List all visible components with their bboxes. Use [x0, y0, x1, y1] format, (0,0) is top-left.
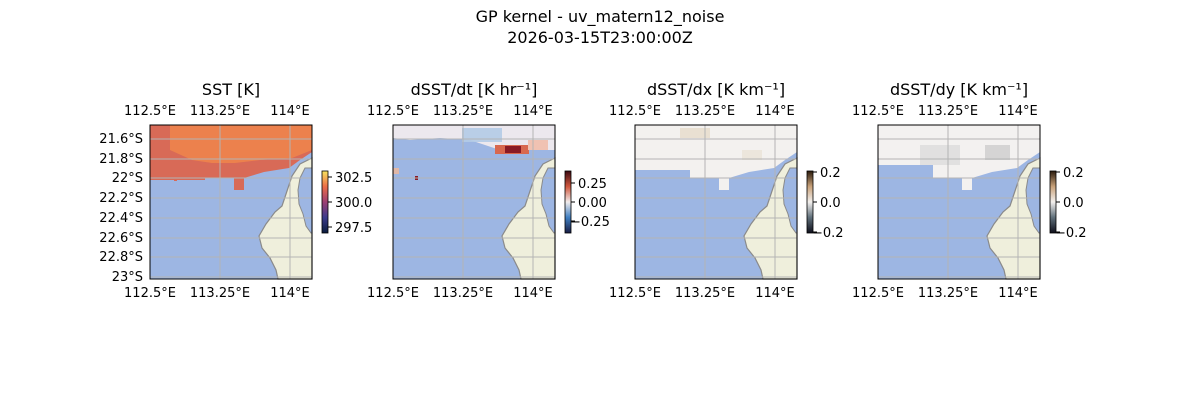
colorbar: 0.25 0.00 −0.25 [564, 170, 610, 234]
panel-title: dSST/dt [K hr⁻¹] [411, 80, 538, 99]
map-frame [149, 124, 313, 280]
colorbar-tick-label: 0.25 [578, 177, 607, 192]
gradient-cell [680, 128, 710, 138]
panel-dsst-dt: dSST/dt [K hr⁻¹] 112.5°E 113.25°E 114°E [367, 80, 610, 301]
x-ticks-top: 112.5°E 113.25°E 114°E [609, 104, 795, 119]
x-tick-label: 114°E [513, 286, 553, 301]
x-tick-label: 113.25°E [190, 286, 250, 301]
x-ticks-bottom: 112.5°E 113.25°E 114°E [124, 286, 310, 301]
y-tick-label: 21.6°S [99, 132, 143, 147]
colorbar-tick-label: 297.5 [335, 221, 372, 236]
x-tick-label: 112.5°E [852, 104, 904, 119]
x-tick-label: 114°E [998, 286, 1038, 301]
figure-subtitle: 2026-03-15T23:00:00Z [507, 28, 693, 47]
panel-dsst-dx: dSST/dx [K km⁻¹] 112.5°E 113.25°E 114°E … [609, 80, 844, 301]
tendency-cell [462, 128, 502, 142]
map-frame [392, 124, 556, 280]
x-tick-label: 112.5°E [367, 104, 419, 119]
x-ticks-top: 112.5°E 113.25°E 114°E [124, 104, 310, 119]
x-tick-label: 112.5°E [367, 286, 419, 301]
x-tick-label: 112.5°E [609, 104, 661, 119]
x-ticks-top: 112.5°E 113.25°E 114°E [852, 104, 1038, 119]
map-area [149, 124, 313, 280]
map-frame [634, 124, 798, 280]
gradient-field [635, 125, 797, 190]
x-tick-label: 113.25°E [433, 286, 493, 301]
colorbar-tick-label: −0.25 [570, 215, 610, 230]
x-tick-label: 112.5°E [609, 286, 661, 301]
x-tick-label: 114°E [755, 286, 795, 301]
colorbar: 0.2 0.0 −0.2 [806, 166, 844, 241]
map-area [634, 124, 798, 280]
x-tick-label: 114°E [270, 104, 310, 119]
colorbar: 302.5 300.0 297.5 [321, 170, 372, 236]
y-tick-label: 22.8°S [99, 250, 143, 265]
colorbar-tick-label: 302.5 [335, 171, 372, 186]
tendency-cell [505, 146, 521, 153]
figure-title: GP kernel - uv_matern12_noise [476, 7, 725, 27]
gradient-cell [742, 150, 762, 160]
panel-sst: SST [K] 112.5°E 113.25°E 114°E 21.6°S 21… [99, 80, 372, 301]
y-tick-label: 22.4°S [99, 211, 143, 226]
gradient-cell [985, 145, 1010, 160]
x-ticks-bottom: 112.5°E 113.25°E 114°E [852, 286, 1038, 301]
colorbar-bar [1049, 170, 1057, 234]
x-tick-label: 113.25°E [918, 286, 978, 301]
panel-title: dSST/dy [K km⁻¹] [890, 80, 1028, 99]
x-tick-label: 113.25°E [675, 286, 735, 301]
colorbar-tick-label: 300.0 [335, 196, 372, 211]
colorbar-tick-label: −0.2 [812, 226, 844, 241]
map-area [877, 124, 1041, 280]
x-tick-label: 114°E [513, 104, 553, 119]
x-tick-label: 112.5°E [124, 104, 176, 119]
y-tick-label: 22.2°S [99, 191, 143, 206]
tendency-cell [528, 140, 548, 150]
x-tick-label: 113.25°E [675, 104, 735, 119]
x-ticks-top: 112.5°E 113.25°E 114°E [367, 104, 553, 119]
x-tick-label: 114°E [270, 286, 310, 301]
x-tick-label: 112.5°E [852, 286, 904, 301]
gradient-cell [920, 145, 960, 165]
colorbar-tick-label: 0.00 [578, 196, 607, 211]
panel-title: dSST/dx [K km⁻¹] [647, 80, 785, 99]
y-tick-label: 22.6°S [99, 231, 143, 246]
panel-title: SST [K] [202, 80, 260, 99]
x-tick-label: 113.25°E [433, 104, 493, 119]
gridlines [392, 125, 555, 279]
sst-warm-patch [170, 125, 312, 163]
x-tick-label: 114°E [998, 104, 1038, 119]
x-tick-label: 114°E [755, 104, 795, 119]
colorbar-bar [321, 170, 329, 234]
x-tick-label: 113.25°E [918, 104, 978, 119]
x-ticks-bottom: 112.5°E 113.25°E 114°E [609, 286, 795, 301]
colorbar-tick-label: 0.0 [820, 196, 841, 211]
map-area [392, 124, 556, 280]
gridlines [877, 125, 1040, 279]
y-tick-label: 21.8°S [99, 152, 143, 167]
colorbar-bar [806, 170, 814, 234]
tendency-cell [393, 168, 399, 174]
colorbar-tick-label: 0.0 [1063, 196, 1084, 211]
colorbar-tick-label: 0.2 [820, 166, 841, 181]
x-tick-label: 112.5°E [124, 286, 176, 301]
colorbar-tick-label: 0.2 [1063, 166, 1084, 181]
colorbar-tick-label: −0.2 [1055, 226, 1087, 241]
x-ticks-bottom: 112.5°E 113.25°E 114°E [367, 286, 553, 301]
y-tick-label: 23°S [112, 270, 143, 285]
x-tick-label: 113.25°E [190, 104, 250, 119]
colorbar: 0.2 0.0 −0.2 [1049, 166, 1087, 241]
panel-dsst-dy: dSST/dy [K km⁻¹] 112.5°E 113.25°E 114°E … [852, 80, 1087, 301]
y-tick-label: 22°S [112, 171, 143, 186]
y-ticks: 21.6°S 21.8°S 22°S 22.2°S 22.4°S 22.6°S … [99, 132, 143, 285]
map-frame [877, 124, 1041, 280]
